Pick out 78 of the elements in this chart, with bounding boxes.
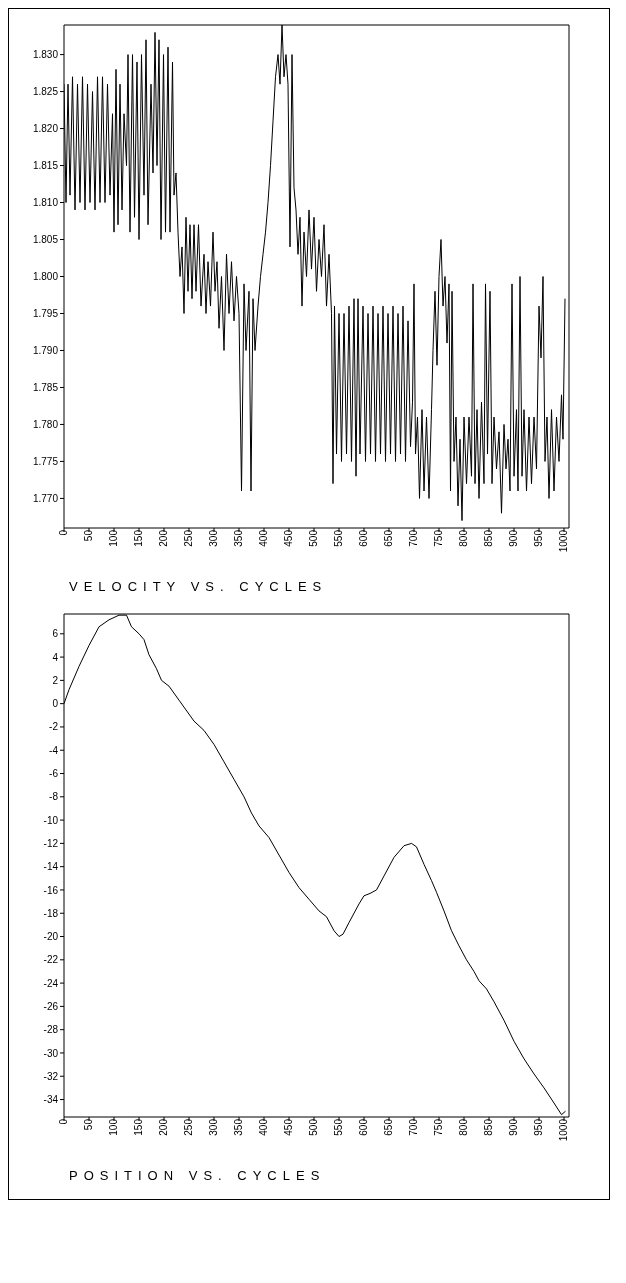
x-tick-label: 0 <box>58 1118 70 1125</box>
y-tick-label: -8 <box>49 791 59 803</box>
y-tick-label: 4 <box>52 651 59 663</box>
x-tick-label: 0 <box>58 529 70 536</box>
x-tick-label: 50 <box>83 529 95 542</box>
x-tick-label: 1000 <box>558 1118 570 1142</box>
x-tick-label: 950 <box>533 529 545 547</box>
y-tick-label: -34 <box>43 1094 59 1106</box>
y-tick-label: 1.825 <box>32 86 59 98</box>
x-tick-label: 550 <box>333 529 345 547</box>
x-tick-label: 300 <box>208 529 220 547</box>
y-tick-label: 1.820 <box>32 123 59 135</box>
y-tick-label: -32 <box>43 1070 59 1082</box>
y-tick-label: 1.810 <box>32 197 59 209</box>
x-tick-label: 850 <box>483 1118 495 1136</box>
y-tick-label: -20 <box>43 931 59 943</box>
x-tick-label: 150 <box>133 529 145 547</box>
x-tick-label: 200 <box>158 1118 170 1136</box>
x-tick-label: 400 <box>258 529 270 547</box>
x-tick-label: 450 <box>283 529 295 547</box>
y-tick-label: 1.815 <box>32 160 59 172</box>
y-tick-label: -10 <box>43 814 59 826</box>
y-tick-label: 1.780 <box>32 418 59 430</box>
x-tick-label: 250 <box>183 529 195 547</box>
y-tick-label: 6 <box>52 628 59 640</box>
x-tick-label: 350 <box>233 529 245 547</box>
x-tick-label: 700 <box>408 1118 420 1136</box>
x-tick-label: 600 <box>358 1118 370 1136</box>
x-tick-label: 200 <box>158 529 170 547</box>
y-tick-label: 2 <box>52 674 59 686</box>
x-tick-label: 400 <box>258 1118 270 1136</box>
x-tick-label: 750 <box>433 1118 445 1136</box>
x-tick-label: 500 <box>308 1118 320 1136</box>
x-tick-label: 700 <box>408 529 420 547</box>
x-tick-label: 850 <box>483 529 495 547</box>
y-tick-label: -24 <box>43 977 59 989</box>
x-tick-label: 500 <box>308 529 320 547</box>
y-tick-label: -6 <box>49 768 59 780</box>
x-tick-label: 300 <box>208 1118 220 1136</box>
y-tick-label: 1.795 <box>32 308 59 320</box>
y-tick-label: -28 <box>43 1024 59 1036</box>
y-tick-label: 1.790 <box>32 345 59 357</box>
y-tick-label: -14 <box>43 861 59 873</box>
text: VELOCITY VS. CYCLES <box>69 579 329 594</box>
x-tick-label: 450 <box>283 1118 295 1136</box>
y-tick-label: -4 <box>49 744 59 756</box>
y-tick-label: -12 <box>43 837 59 849</box>
x-tick-label: 900 <box>508 1118 520 1136</box>
x-tick-label: 900 <box>508 529 520 547</box>
x-tick-label: 250 <box>183 1118 195 1136</box>
x-tick-label: 50 <box>83 1118 95 1131</box>
x-tick-label: 1000 <box>558 529 570 553</box>
y-tick-label: -22 <box>43 954 59 966</box>
x-tick-label: 350 <box>233 1118 245 1136</box>
x-tick-label: 100 <box>108 529 120 547</box>
y-tick-label: 1.805 <box>32 234 59 246</box>
x-tick-label: 550 <box>333 1118 345 1136</box>
y-tick-label: -2 <box>49 721 59 733</box>
text: POSITION VS. CYCLES <box>69 1168 327 1183</box>
y-tick-label: 1.830 <box>32 49 59 61</box>
y-tick-label: 1.770 <box>32 492 59 504</box>
y-tick-label: -30 <box>43 1047 59 1059</box>
x-tick-label: 800 <box>458 529 470 547</box>
x-tick-label: 750 <box>433 529 445 547</box>
y-tick-label: -16 <box>43 884 59 896</box>
x-tick-label: 650 <box>383 529 395 547</box>
y-tick-label: 0 <box>52 698 59 710</box>
x-tick-label: 600 <box>358 529 370 547</box>
x-tick-label: 800 <box>458 1118 470 1136</box>
y-tick-label: 1.785 <box>32 382 59 394</box>
y-tick-label: 1.775 <box>32 455 59 467</box>
y-tick-label: -18 <box>43 907 59 919</box>
y-tick-label: 1.800 <box>32 271 59 283</box>
x-tick-label: 650 <box>383 1118 395 1136</box>
x-tick-label: 150 <box>133 1118 145 1136</box>
x-tick-label: 950 <box>533 1118 545 1136</box>
x-tick-label: 100 <box>108 1118 120 1136</box>
y-tick-label: -26 <box>43 1000 59 1012</box>
